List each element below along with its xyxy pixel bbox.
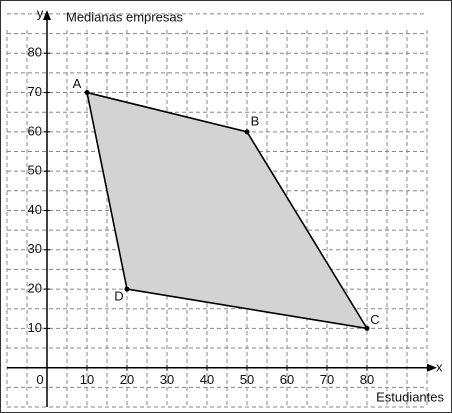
shape: A B C D <box>73 76 380 331</box>
vertex <box>124 286 130 292</box>
x-axis-title: Estudiantes <box>376 389 444 404</box>
x-tick-label: 40 <box>200 372 214 387</box>
vertex <box>364 325 370 331</box>
y-tick-label: 30 <box>28 241 42 256</box>
x-tick-label: 50 <box>240 372 254 387</box>
x-tick-label: 10 <box>80 372 94 387</box>
vertex-label: A <box>73 76 82 91</box>
vertex-label: C <box>370 312 379 327</box>
y-axis-title: Medianas empresas <box>66 9 184 24</box>
x-tick-label: 80 <box>360 372 374 387</box>
y-tick-label: 20 <box>28 281 42 296</box>
x-tick-label: 0 <box>36 372 43 387</box>
vertex-label: D <box>114 289 123 304</box>
vertex-label: B <box>251 113 260 128</box>
x-tick-label: 60 <box>280 372 294 387</box>
vertex <box>244 129 250 135</box>
y-tick-label: 60 <box>28 123 42 138</box>
x-tick-label: 20 <box>120 372 134 387</box>
y-tick-label: 40 <box>28 202 42 217</box>
x-tick-label: 30 <box>160 372 174 387</box>
y-tick-label: 70 <box>28 84 42 99</box>
x-arrow <box>427 363 437 372</box>
y-tick-label: 50 <box>28 163 42 178</box>
vertex <box>84 90 90 96</box>
y-tick-label: 10 <box>28 320 42 335</box>
y-axis-name: y <box>37 5 44 20</box>
x-tick-label: 70 <box>320 372 334 387</box>
y-arrow <box>43 10 51 20</box>
y-tick-label: 80 <box>28 45 42 60</box>
x-axis-name: x <box>436 359 443 374</box>
axes: 0 10 20 30 40 50 60 70 80 10 20 30 40 50 60 70 80 <box>7 10 437 407</box>
